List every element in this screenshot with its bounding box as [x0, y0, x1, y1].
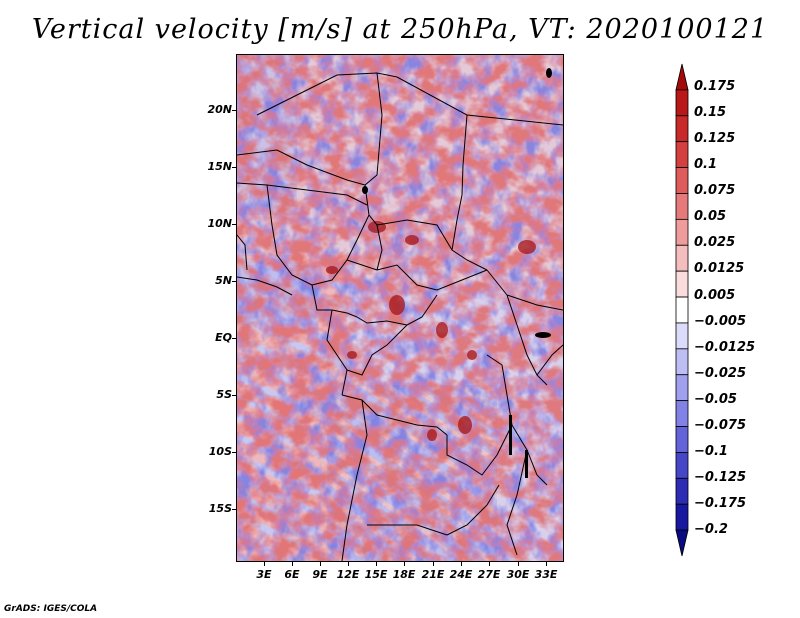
lon-tick [348, 562, 349, 566]
colorbar-label: 0.1 [694, 157, 718, 172]
lat-label-5n: 5N [215, 274, 232, 287]
lat-label-20n: 20N [207, 103, 232, 116]
colorbar-label: 0.025 [694, 235, 736, 250]
lon-tick [461, 562, 462, 566]
chart-title: Vertical velocity [m/s] at 250hPa, VT: 2… [31, 14, 769, 45]
colorbar-bin [675, 452, 689, 479]
colorbar-bin [675, 374, 689, 402]
lat-tick [232, 110, 236, 111]
colorbar-bin [675, 167, 689, 194]
lat-label-5s: 5S [216, 388, 232, 401]
colorbar-label: −0.025 [694, 366, 747, 381]
lon-tick [292, 562, 293, 566]
colorbar-label: 0.15 [694, 105, 727, 120]
colorbar-label: −0.0125 [694, 340, 756, 355]
colorbar-label: −0.2 [694, 522, 728, 537]
lon-tick [264, 562, 265, 566]
lon-tick [376, 562, 377, 566]
lat-tick [232, 395, 236, 396]
colorbar-label: −0.075 [694, 418, 747, 433]
lat-label-15n: 15N [207, 160, 232, 173]
lon-label-21e: 21E [421, 568, 445, 581]
colorbar-bin [675, 89, 689, 117]
colorbar-label: −0.175 [694, 496, 747, 511]
lat-tick [232, 509, 236, 510]
colorbar-bin [675, 296, 689, 324]
lon-label-30e: 30E [506, 568, 530, 581]
lon-label-9e: 9E [312, 568, 328, 581]
colorbar-bin [675, 193, 689, 220]
colorbar-bin [675, 115, 689, 143]
colorbar-label: 0.005 [694, 288, 736, 303]
lat-tick [232, 338, 236, 339]
lon-label-24e: 24E [449, 568, 473, 581]
lat-tick [232, 224, 236, 225]
lat-label-10n: 10N [207, 217, 232, 230]
colorbar-bin [675, 63, 689, 91]
lat-tick [232, 452, 236, 453]
lon-tick [433, 562, 434, 566]
colorbar-label: 0.175 [694, 79, 736, 94]
lon-tick [320, 562, 321, 566]
colorbar-bin [675, 426, 689, 453]
colorbar-bin [675, 477, 689, 505]
colorbar-label: −0.05 [694, 392, 737, 407]
colorbar-bin [675, 400, 689, 427]
colorbar [675, 63, 689, 557]
colorbar-bin [675, 270, 689, 298]
lon-label-12e: 12E [336, 568, 360, 581]
colorbar-bin [675, 244, 689, 272]
lon-tick [404, 562, 405, 566]
colorbar-bin [675, 322, 689, 350]
colorbar-label: −0.005 [694, 314, 747, 329]
lat-label-10s: 10S [208, 445, 232, 458]
colorbar-label: −0.125 [694, 470, 747, 485]
lon-label-15e: 15E [364, 568, 388, 581]
colorbar-label: 0.05 [694, 209, 727, 224]
lon-label-27e: 27E [477, 568, 501, 581]
lat-tick [232, 281, 236, 282]
grads-credit: GrADS: IGES/COLA [4, 604, 98, 614]
colorbar-bin [675, 218, 689, 246]
lon-label-33e: 33E [534, 568, 558, 581]
lat-label-eq: EQ [215, 331, 232, 344]
lon-tick [518, 562, 519, 566]
lat-label-15s: 15S [208, 502, 232, 515]
lon-tick [546, 562, 547, 566]
colorbar-bin [675, 348, 689, 376]
vertical-velocity-map [236, 54, 564, 562]
colorbar-bin [675, 503, 689, 531]
lon-tick [489, 562, 490, 566]
colorbar-label: 0.075 [694, 183, 736, 198]
colorbar-label: 0.125 [694, 131, 736, 146]
colorbar-label: −0.1 [694, 444, 728, 459]
colorbar-bin [675, 141, 689, 168]
lon-label-6e: 6E [284, 568, 300, 581]
colorbar-label: 0.0125 [694, 261, 745, 276]
colorbar-bin [675, 529, 689, 557]
lon-label-3e: 3E [256, 568, 272, 581]
lat-tick [232, 167, 236, 168]
lon-label-18e: 18E [392, 568, 416, 581]
